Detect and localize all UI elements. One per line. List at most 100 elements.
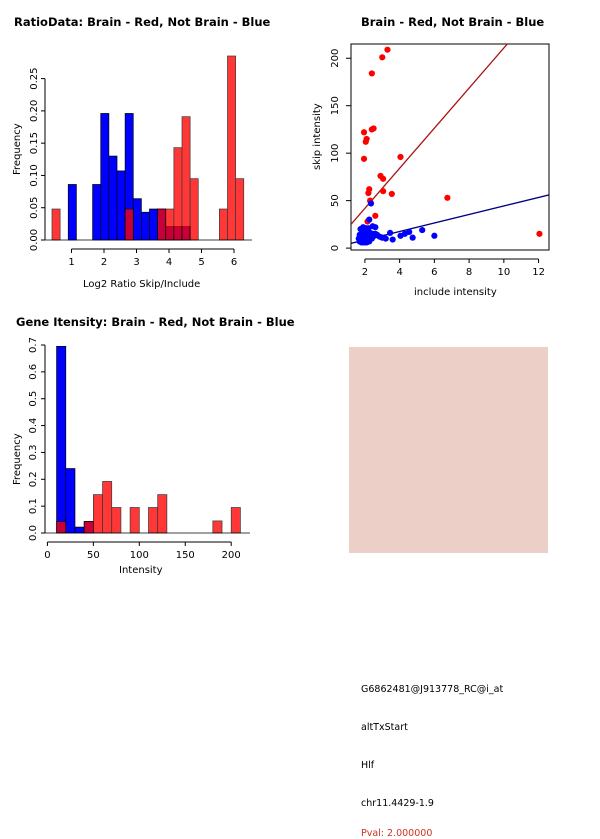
histogram-bar — [116, 170, 126, 241]
gene-histogram-xlabel: Intensity — [119, 565, 163, 576]
y-tick-label: 0.00 — [29, 229, 40, 251]
histogram-bar — [56, 345, 67, 534]
scatter-point — [397, 153, 404, 161]
y-tick-label: 0 — [330, 245, 341, 251]
ratio-histogram-plot: 0.00 0.05 0.10 0.15 0.20 0.25 1 2 3 4 5 6 — [29, 55, 252, 268]
scatter-point — [386, 229, 394, 237]
info-probe-id: G6862481@J913778_RC@i_at — [361, 684, 504, 695]
gene-info-box — [349, 347, 548, 553]
y-tick-label: 0.6 — [28, 364, 39, 380]
histogram-bar — [148, 507, 159, 534]
y-tick-label: 0.10 — [29, 164, 40, 186]
y-tick-label: 0.2 — [28, 471, 39, 487]
x-tick-label: 6 — [231, 257, 237, 268]
histogram-bar — [141, 211, 150, 241]
scatter-plot: 0 50 100 150 200 2 4 6 8 10 12 — [330, 43, 550, 278]
histogram-bar — [212, 520, 223, 534]
scatter-point — [431, 232, 438, 239]
x-tick-label: 5 — [198, 257, 204, 268]
histogram-bar — [65, 468, 76, 534]
histogram-bar — [100, 113, 110, 241]
ratio-histogram-title: RatioData: Brain - Red, Not Brain - Blue — [14, 15, 271, 29]
panel-intensity-scatter: Brain - Red, Not Brain - Blue skip inten… — [300, 0, 600, 300]
gene-bars-red — [56, 481, 241, 534]
y-tick-label: 0.05 — [29, 197, 40, 219]
histogram-bar — [92, 184, 102, 241]
scatter-point — [368, 70, 375, 77]
histogram-bar — [230, 507, 241, 534]
y-tick-label: 0.0 — [28, 525, 39, 541]
histogram-bar — [227, 55, 236, 241]
histogram-bar — [129, 507, 140, 534]
x-tick-label: 200 — [222, 550, 241, 561]
scatter-point — [379, 54, 386, 61]
histogram-bar — [74, 526, 85, 534]
scatter-point — [380, 188, 387, 195]
scatter-title: Brain - Red, Not Brain - Blue — [361, 15, 545, 29]
x-tick-label: 1 — [68, 257, 74, 268]
scatter-point — [389, 236, 396, 243]
panel-gene-histogram: Gene Itensity: Brain - Red, Not Brain - … — [0, 300, 300, 600]
scatter-point — [372, 224, 379, 231]
x-tick-label: 2 — [101, 257, 107, 268]
ratio-histogram-xlabel: Log2 Ratio Skip/Include — [83, 279, 201, 290]
histogram-bar — [157, 494, 168, 534]
info-locus: chr11.4429-1.9 — [361, 798, 434, 809]
histogram-bar — [132, 198, 142, 241]
histogram-bar — [83, 521, 94, 534]
y-tick-label: 0.25 — [29, 67, 40, 89]
trend-line — [351, 44, 508, 225]
histogram-bar — [235, 178, 245, 241]
scatter-point — [536, 230, 543, 237]
panel-ratio-histogram: RatioData: Brain - Red, Not Brain - Blue… — [0, 0, 300, 300]
histogram-bar — [108, 155, 118, 241]
histogram-bar — [219, 208, 228, 241]
x-tick-label: 100 — [130, 550, 149, 561]
y-tick-label: 0.20 — [29, 100, 40, 122]
scatter-point — [384, 46, 391, 53]
histogram-bar — [124, 208, 134, 241]
scatter-point — [366, 216, 373, 223]
info-gene-symbol: Hlf — [361, 760, 375, 771]
x-tick-label: 4 — [396, 267, 402, 278]
scatter-point — [365, 225, 372, 232]
scatter-point — [362, 138, 369, 145]
x-tick-label: 4 — [166, 257, 172, 268]
plot-frame — [350, 43, 550, 251]
histogram-bar — [165, 208, 175, 241]
x-tick-label: 3 — [133, 257, 139, 268]
histogram-bar — [181, 116, 191, 241]
scatter-point — [388, 190, 395, 198]
x-tick-label: 12 — [532, 267, 545, 278]
ratio-bars-red — [51, 55, 245, 241]
gene-bars-blue — [56, 345, 94, 534]
scatter-point — [444, 194, 451, 201]
y-tick-label: 100 — [330, 144, 341, 163]
scatter-point — [419, 226, 426, 234]
histogram-bar — [173, 147, 183, 241]
scatter-point — [372, 212, 379, 219]
scatter-point — [409, 234, 416, 241]
scatter-point — [368, 126, 375, 133]
gene-histogram-plot: 0.0 0.1 0.2 0.3 0.4 0.5 0.6 0.7 0 50 100 150 200 — [28, 337, 250, 561]
panel-gene-info: G6862481@J913778_RC@i_at altTxStart Hlf … — [300, 300, 600, 839]
scatter-point — [360, 155, 368, 162]
y-tick-label: 0.1 — [28, 498, 39, 514]
x-tick-label: 10 — [497, 267, 510, 278]
info-event-type: altTxStart — [361, 722, 408, 733]
histogram-bar — [56, 521, 67, 534]
gene-histogram-title: Gene Itensity: Brain - Red, Not Brain - … — [16, 315, 295, 329]
y-tick-label: 50 — [330, 194, 341, 207]
histogram-bar — [51, 208, 61, 241]
histogram-bar — [189, 178, 199, 241]
y-tick-label: 0.5 — [28, 391, 39, 407]
x-tick-label: 6 — [431, 267, 437, 278]
histogram-bar — [157, 208, 167, 241]
scatter-point — [360, 224, 367, 231]
y-tick-label: 200 — [330, 49, 341, 68]
x-tick-label: 2 — [362, 267, 368, 278]
scatter-point — [380, 175, 387, 182]
y-tick-label: 0.3 — [28, 444, 39, 460]
y-tick-label: 0.4 — [28, 418, 39, 434]
scatter-xlabel: include intensity — [414, 287, 497, 298]
